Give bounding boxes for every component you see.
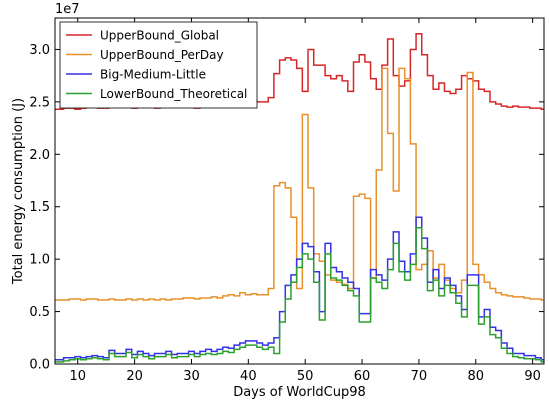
- y-tick-label: 3.0: [29, 43, 50, 58]
- y-tick-label: 2.5: [29, 95, 50, 110]
- x-axis-label: Days of WorldCup98: [233, 385, 366, 400]
- x-tick-label: 60: [354, 369, 371, 384]
- series-line-upperbound-perday: [55, 67, 544, 301]
- x-tick-label: 40: [240, 369, 257, 384]
- legend-label: UpperBound_Global: [100, 29, 219, 43]
- x-tick-label: 70: [411, 369, 428, 384]
- y-tick-label: 2.0: [29, 148, 50, 163]
- series-line-lowerbound-theoretical: [55, 226, 544, 363]
- legend: UpperBound_Global UpperBound_PerDay Big-Me…: [59, 21, 258, 109]
- y-tick-label: 0.0: [29, 358, 50, 373]
- ticks-layer: 10 20 30 40 50 60 70 80 90 0.0 0.5 1.0 1.5 2.0 2.5 3.0: [29, 18, 544, 384]
- legend-label: UpperBound_PerDay: [100, 48, 224, 62]
- series-line-big-medium-little: [55, 216, 544, 361]
- x-tick-label: 90: [524, 369, 541, 384]
- y-tick-label: 1.5: [29, 200, 50, 215]
- y-axis-label: Total energy consumption (J): [11, 98, 26, 285]
- legend-label: Big-Medium-Little: [100, 68, 206, 82]
- y-scale-label: 1e7: [55, 2, 80, 17]
- x-tick-label: 80: [467, 369, 484, 384]
- plot-frame: [54, 17, 545, 365]
- legend-box: [59, 21, 258, 109]
- y-tick-label: 1.0: [29, 253, 50, 268]
- y-tick-label: 0.5: [29, 305, 50, 320]
- x-tick-label: 20: [126, 369, 143, 384]
- x-tick-label: 10: [69, 369, 86, 384]
- legend-label: LowerBound_Theoretical: [100, 87, 247, 101]
- x-tick-label: 50: [297, 369, 314, 384]
- x-tick-label: 30: [183, 369, 200, 384]
